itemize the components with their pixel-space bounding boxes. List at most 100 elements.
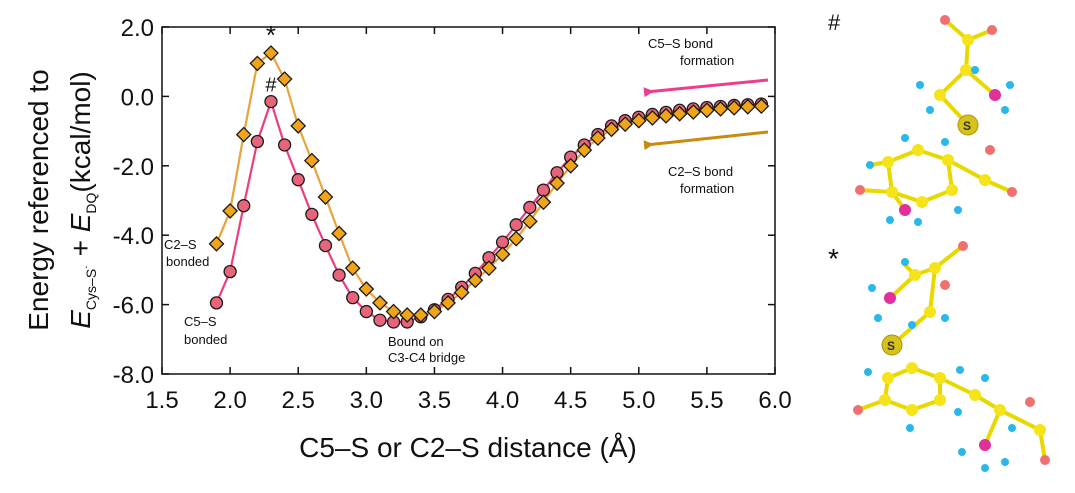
atom [981, 374, 989, 382]
atom [864, 368, 872, 376]
atom [868, 284, 876, 292]
atom [994, 404, 1006, 416]
data-point-c2s [562, 157, 579, 174]
data-point-c2s [467, 272, 484, 289]
atom [941, 314, 949, 322]
atom-sulfur [881, 334, 903, 356]
atom [985, 145, 995, 155]
atom [924, 306, 936, 318]
data-point-c5s [318, 238, 333, 253]
data-point-c2s [644, 109, 661, 126]
atom [901, 258, 909, 266]
atom [934, 89, 946, 101]
data-point-c2s [222, 202, 239, 219]
atom-sulfur-label-2: S [887, 339, 895, 353]
data-point-c2s [344, 260, 361, 277]
anno-c5s-bonded-line2: bonded [184, 332, 227, 347]
data-point-c5s [523, 200, 537, 215]
data-point-c5s [346, 291, 360, 305]
data-point-c2s [685, 104, 702, 120]
data-point-c5s [305, 207, 319, 222]
bond [939, 376, 976, 397]
atom [971, 66, 979, 74]
data-point-c2s [603, 121, 620, 138]
y-axis-sub1: Cys–S˙ [83, 264, 99, 310]
atom [987, 25, 997, 35]
atom [906, 424, 914, 432]
x-tick-label: 5.0 [622, 387, 655, 414]
atom [954, 408, 962, 416]
data-point-c5s [223, 264, 237, 279]
atom [908, 321, 916, 329]
data-point-c2s [481, 260, 497, 277]
atom [962, 34, 974, 46]
x-tick-label: 2.5 [282, 387, 315, 414]
atom [958, 448, 966, 456]
data-point-c2s [208, 235, 225, 252]
atom [899, 204, 911, 216]
atom [941, 138, 949, 146]
peak-marker-star: * [266, 20, 276, 50]
data-point-c2s [303, 152, 320, 169]
y-axis-plus: + [65, 232, 96, 264]
x-tick-label: 2.0 [213, 387, 246, 414]
atom [956, 366, 964, 374]
x-tick-label: 4.0 [486, 387, 519, 414]
data-point-c2s [726, 99, 743, 116]
atom [909, 269, 921, 281]
structure-label-hash: # [828, 10, 841, 35]
data-point-c5s [209, 296, 224, 310]
data-point-c2s [494, 246, 511, 263]
data-point-c2s [385, 303, 402, 320]
bond [938, 68, 968, 97]
atom [940, 15, 950, 25]
atom [1006, 81, 1014, 89]
y-axis-title-line1: Energy referenced to [23, 69, 54, 331]
data-point-c2s [412, 307, 429, 323]
data-point-c5s [264, 94, 278, 109]
atom [886, 186, 898, 198]
bond [903, 244, 965, 278]
atom [901, 134, 909, 142]
data-point-c5s [332, 268, 346, 282]
data-point-c2s [549, 175, 565, 192]
y-axis-sub2: DQ [83, 192, 99, 213]
data-point-c2s [440, 294, 456, 311]
data-point-c2s [521, 213, 538, 230]
x-tick-label: 3.5 [418, 387, 451, 414]
anno-c2s-bonded-line2: bonded [166, 254, 209, 269]
atom-sulfur-label: S [963, 119, 971, 133]
data-point-c2s [358, 281, 375, 297]
atom [914, 218, 922, 226]
atom [1007, 187, 1017, 197]
data-point-c2s [739, 98, 756, 115]
anno-c5s-formation-line1: C5–S bond [648, 36, 713, 51]
data-point-c2s [508, 230, 525, 247]
atom [979, 439, 991, 451]
data-point-c2s [317, 189, 334, 205]
data-point-c2s [399, 307, 416, 323]
x-tick-label: 6.0 [758, 387, 791, 414]
y-axis-e1: E [65, 310, 96, 329]
data-point-c2s [630, 112, 647, 129]
data-point-c5s [359, 304, 373, 319]
data-point-c5s [237, 199, 251, 213]
atom [906, 404, 918, 416]
atom [954, 206, 962, 214]
atom [1025, 397, 1035, 407]
atom [926, 106, 934, 114]
bond [947, 158, 986, 182]
data-point-c2s [331, 225, 348, 242]
structure-top-atoms: S [855, 15, 1017, 226]
y-axis-title: Energy referenced to [23, 69, 54, 331]
x-tick-label: 1.5 [145, 387, 178, 414]
data-point-c2s [712, 100, 729, 117]
data-point-c2s [658, 107, 674, 124]
data-point-c2s [290, 117, 307, 134]
arrow-c2s-formation [643, 130, 769, 151]
data-point-c5s [373, 313, 387, 327]
atom [1001, 458, 1009, 466]
atom [989, 89, 1001, 101]
anno-bound-bridge-line2: C3-C4 bridge [388, 350, 465, 365]
y-tick-label: -8.0 [113, 362, 154, 389]
